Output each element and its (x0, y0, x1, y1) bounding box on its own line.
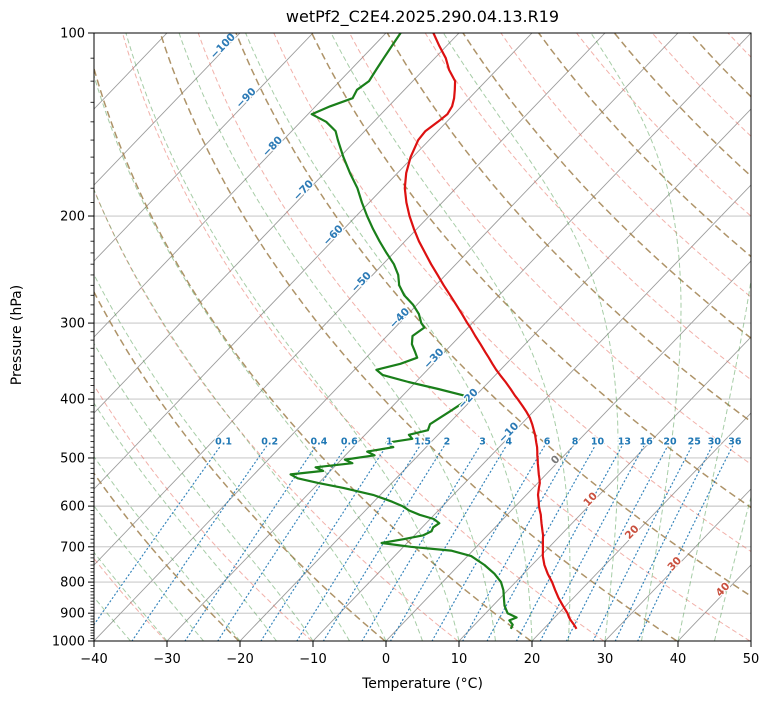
dewpoint-curve (289, 33, 518, 630)
mixing-ratio-label: 6 (544, 437, 551, 448)
plot-grid (94, 33, 751, 641)
y-tick-label: 600 (60, 500, 85, 515)
mixing-ratio-label: 10 (591, 437, 605, 448)
x-tick-label: −40 (80, 652, 107, 667)
x-tick-label: 40 (670, 652, 687, 667)
mixing-ratio-label: 0.4 (311, 437, 328, 448)
x-tick-label: −20 (226, 652, 253, 667)
x-axis-label: Temperature (°C) (362, 676, 483, 692)
y-axis-label: Pressure (hPa) (9, 284, 25, 386)
y-tick-label: 400 (60, 393, 85, 408)
mixing-ratio-label: 13 (618, 437, 631, 448)
y-tick-label: 900 (60, 607, 85, 622)
chart-title: wetPf2_C2E4.2025.290.04.13.R19 (285, 7, 560, 26)
mixing-ratio-label: 0.1 (215, 437, 232, 448)
mixing-ratio-label: 3 (479, 437, 486, 448)
x-tick-label: 50 (743, 652, 760, 667)
x-tick-label: 30 (597, 652, 614, 667)
mixing-ratio-label: 30 (708, 437, 722, 448)
y-tick-label: 800 (60, 576, 85, 591)
x-tick-label: 20 (524, 652, 541, 667)
y-tick-label: 500 (60, 451, 85, 466)
mixing-ratio-label: 8 (572, 437, 579, 448)
y-tick-label: 100 (60, 27, 85, 42)
y-tick-label: 300 (60, 317, 85, 332)
mixing-ratio-label: 0.2 (261, 437, 278, 448)
mixing-ratio-label: 20 (663, 437, 677, 448)
mixing-ratio-label: 0.6 (341, 437, 358, 448)
x-tick-label: −10 (299, 652, 326, 667)
mixing-ratio-label: 16 (639, 437, 653, 448)
plot-border (93, 32, 752, 642)
mixing-ratio-label: 4 (505, 437, 512, 448)
mixing-ratio-label: 1.5 (414, 437, 431, 448)
temperature-curve (403, 33, 578, 630)
x-tick-label: 0 (382, 652, 390, 667)
mixing-ratio-label: 25 (688, 437, 701, 448)
y-tick-label: 700 (60, 540, 85, 555)
y-tick-label: 1000 (52, 635, 85, 650)
y-tick-label: 200 (60, 210, 85, 225)
mixing-ratio-label: 36 (728, 437, 742, 448)
mixing-ratio-label: 1 (386, 437, 393, 448)
mixing-ratio-label: 2 (444, 437, 451, 448)
x-tick-label: 10 (451, 652, 468, 667)
x-tick-label: −30 (153, 652, 180, 667)
